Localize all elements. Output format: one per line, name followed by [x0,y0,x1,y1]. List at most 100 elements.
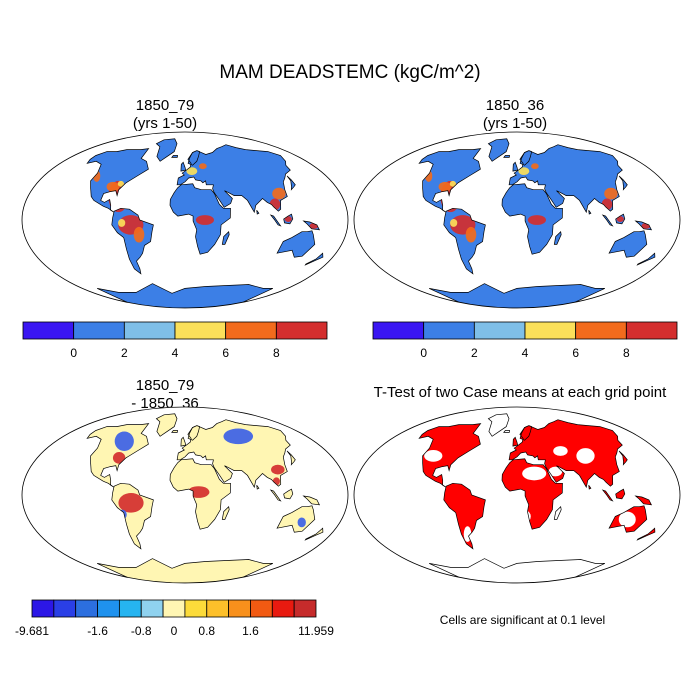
australia-coastline [276,505,316,533]
new-guinea-coastline [302,220,321,231]
greenland-land [156,413,177,437]
australia-land [609,230,647,258]
madagascar-coastline [221,230,230,245]
eurasia-coastline [176,419,291,489]
scandinavia-coastline [519,150,533,166]
colorbar-difference: -9.681 -1.6 -0.8 0 0.8 1.6 11.959 [15,599,334,638]
field-patch [271,464,285,475]
colorbar-label: 6 [572,346,579,360]
map-border [21,406,349,584]
new-guinea-land [635,496,652,505]
colorbar-box [73,321,125,340]
colorbar-box [372,321,425,340]
nonsignificant-patch [576,448,595,464]
map-panel-1850-36 [353,131,681,309]
eurasia-land [177,419,291,488]
uk-coastline [180,161,187,172]
map-panel-difference [21,406,349,584]
colorbar-box [225,321,277,340]
sri-lanka-coastline [256,484,260,490]
colorbar-label: 11.959 [298,624,334,638]
eurasia-coastline [508,419,623,489]
scandinavia-coastline [187,150,201,166]
colorbar-label: 0.8 [198,624,215,638]
colorbar-box [184,599,208,618]
field-patch [118,493,144,513]
colorbar-box [271,599,295,618]
colorbar-1850-36: 0 2 4 6 8 [372,321,678,360]
colorbar-box [75,599,98,618]
eurasia-land [509,144,623,213]
field-patch [133,226,145,243]
colorbar-1850-79: 0 2 4 6 8 [22,321,328,360]
borneo-coastline [283,488,294,500]
colorbar-label: 2 [121,346,128,360]
new-guinea-coastline [634,220,653,231]
colorbar-box [625,321,678,340]
scandinavia-land [188,150,200,166]
uk-coastline [512,436,519,447]
south-america-land [443,483,486,549]
greenland-coastline [155,138,178,162]
ocean [22,407,348,583]
field-patch [112,451,126,464]
panel2-title-line1: 1850_36 [485,97,545,114]
sri-lanka-coastline [256,209,260,215]
colorbar-label: 2 [471,346,478,360]
north-america-coastline [86,148,150,213]
coastline-layer [86,138,324,308]
field-patch [527,215,546,225]
africa-coastline [501,458,563,530]
colorbar-label: 8 [273,346,280,360]
ocean [22,132,348,308]
new-zealand-coastline [636,252,656,266]
south-america-coastline [111,207,154,275]
colorbar-label: -0.8 [131,624,152,638]
field-patch [272,187,286,200]
colorbar-box [423,321,475,340]
field-patch [117,180,125,187]
colorbar-box [250,599,273,618]
panel2-title: 1850_36 (yrs 1-50) [415,97,615,133]
sri-lanka-coastline [588,484,592,490]
colorbar-box [31,599,55,618]
land-layer [419,413,655,549]
borneo-land [283,489,293,499]
panel4-title: T-Test of two Case means at each grid po… [355,384,685,402]
ocean [354,407,680,583]
scandinavia-land [520,150,532,166]
panel1-title-line1: 1850_79 [135,97,195,114]
africa-coastline [169,183,231,255]
nonsignificant-patch [618,511,636,528]
field-patch [465,226,477,243]
uk-coastline [180,436,187,447]
uk-land [512,437,518,447]
land-layer [87,413,323,583]
scandinavia-coastline [187,425,201,441]
eurasia-coastline [176,144,291,214]
africa-land [502,458,563,530]
madagascar-coastline [553,505,562,520]
australia-land [277,230,315,258]
colorbar-box [118,599,142,618]
greenland-coastline [487,138,510,162]
north-america-land [419,148,481,213]
colorbar-box [206,599,230,618]
madagascar-land [222,506,230,520]
field-patch [518,167,530,176]
panel1-title-line2: (yrs 1-50) [132,115,198,132]
new-zealand-coastline [636,527,656,541]
colorbar-box [97,599,120,618]
panel3-title-line1: 1850_79 [135,377,195,394]
colorbar-box [53,599,77,618]
africa-coastline [501,183,563,255]
colorbar-label: 0 [171,624,178,638]
uk-coastline [512,161,519,172]
japan-coastline [286,175,296,191]
field-patch [449,180,457,187]
eurasia-coastline [508,144,623,214]
colorbar-box [140,599,164,618]
colorbar-box [123,321,176,340]
south-america-coastline [443,207,486,275]
sumatra-coastline [269,214,282,227]
